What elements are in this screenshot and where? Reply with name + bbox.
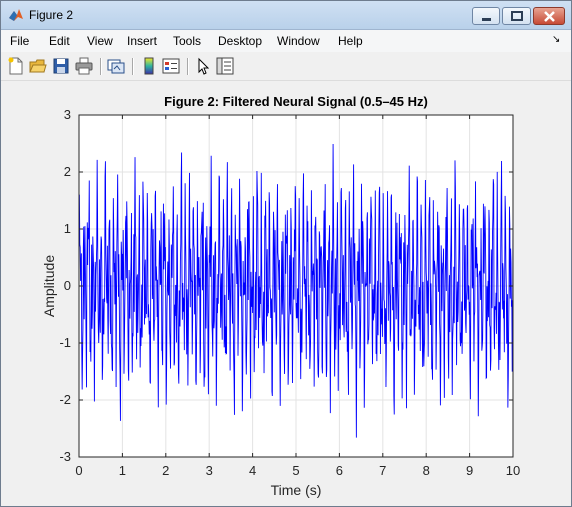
toolbar-separator xyxy=(100,58,102,75)
y-tick-label: 0 xyxy=(64,278,71,293)
y-tick-label: -2 xyxy=(59,392,71,407)
new-figure-icon[interactable] xyxy=(7,57,25,75)
toolbar-separator xyxy=(187,58,189,75)
menu-file[interactable]: File xyxy=(10,34,30,48)
x-tick-label: 9 xyxy=(466,463,473,478)
x-tick-label: 4 xyxy=(249,463,256,478)
x-axis: 0 1 2 3 4 5 6 7 8 9 10 xyxy=(75,115,520,478)
y-tick-label: 2 xyxy=(64,164,71,179)
x-tick-label: 10 xyxy=(506,463,520,478)
close-icon xyxy=(544,11,555,22)
y-axis-label: Amplitude xyxy=(41,255,57,317)
y-axis: 3 2 1 0 -1 -2 -3 xyxy=(59,107,513,464)
menu-insert[interactable]: Insert xyxy=(127,34,158,48)
x-tick-label: 0 xyxy=(75,463,82,478)
x-tick-label: 3 xyxy=(206,463,213,478)
x-tick-label: 7 xyxy=(379,463,386,478)
menu-edit[interactable]: Edit xyxy=(49,34,70,48)
menu-bar: File Edit View Insert Tools Desktop Wind… xyxy=(1,30,571,52)
figure-canvas[interactable]: 0 1 2 3 4 5 6 7 8 9 10 3 2 1 0 -1 -2 -3 Figure 2: Filter… xyxy=(5,81,567,502)
menu-desktop[interactable]: Desktop xyxy=(218,34,263,48)
save-icon[interactable] xyxy=(52,57,70,75)
menu-help[interactable]: Help xyxy=(338,34,363,48)
y-tick-label: -3 xyxy=(59,449,71,464)
insert-legend-icon[interactable] xyxy=(162,57,180,75)
menu-tools[interactable]: Tools xyxy=(173,34,202,48)
y-tick-label: 3 xyxy=(64,107,71,122)
minimize-icon xyxy=(482,18,491,21)
x-tick-label: 6 xyxy=(336,463,343,478)
y-tick-label: -1 xyxy=(59,335,71,350)
x-tick-label: 8 xyxy=(423,463,430,478)
property-inspector-icon[interactable] xyxy=(216,57,234,75)
toolbar-separator xyxy=(132,58,134,75)
print-icon[interactable] xyxy=(75,57,93,75)
x-tick-label: 2 xyxy=(162,463,169,478)
open-file-icon[interactable] xyxy=(29,57,47,75)
maximize-icon xyxy=(511,11,523,21)
link-plot-icon[interactable] xyxy=(107,57,125,75)
maximize-button[interactable] xyxy=(502,7,531,25)
figure-toolbar xyxy=(1,53,571,81)
title-bar[interactable]: Figure 2 xyxy=(1,1,571,30)
signal-series xyxy=(78,144,514,438)
close-button[interactable] xyxy=(533,7,565,25)
select-arrow-icon[interactable] xyxy=(194,57,212,75)
window-title: Figure 2 xyxy=(29,8,74,22)
menu-view[interactable]: View xyxy=(87,34,113,48)
signal-line xyxy=(78,144,514,438)
x-tick-label: 5 xyxy=(292,463,299,478)
minimize-button[interactable] xyxy=(472,7,500,25)
dock-arrow-icon[interactable]: ↘ xyxy=(552,34,561,45)
chart-title: Figure 2: Filtered Neural Signal (0.5–45… xyxy=(164,94,428,109)
x-tick-label: 1 xyxy=(119,463,126,478)
y-tick-label: 1 xyxy=(64,221,71,236)
matlab-app-icon xyxy=(9,9,23,21)
insert-colorbar-icon[interactable] xyxy=(140,57,158,75)
x-axis-label: Time (s) xyxy=(271,482,322,498)
menu-window[interactable]: Window xyxy=(277,34,320,48)
